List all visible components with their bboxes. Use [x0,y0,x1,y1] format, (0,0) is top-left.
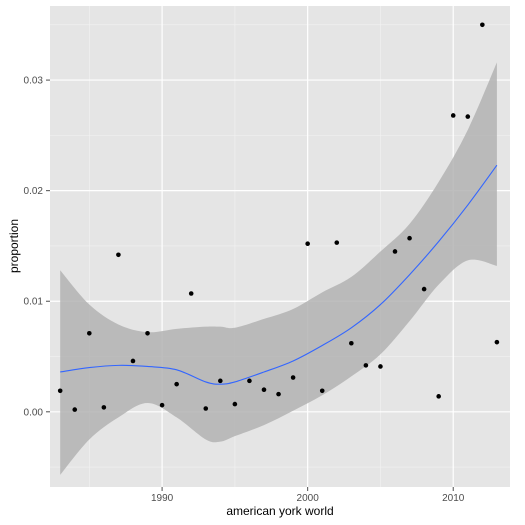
data-point [174,381,179,387]
data-point [392,249,398,254]
data-point [101,405,107,410]
data-point [159,402,165,408]
data-point [203,406,209,411]
data-point [334,240,340,245]
x-tick-label: 1990 [151,493,174,504]
data-point [116,252,121,258]
smooth-trend-line [60,164,498,385]
data-point [349,340,354,346]
data-point [407,235,412,241]
data-point [480,22,485,28]
x-tick-label: 2010 [442,493,465,504]
data-point [261,387,267,392]
data-points [57,22,500,412]
x-axis-title: american york world [226,504,333,518]
data-point [87,331,92,336]
x-axis-ticks: 1990 2000 2010 [151,487,465,504]
data-point [363,363,369,368]
y-tick-label: 0.00 [24,407,44,418]
data-point [218,378,223,384]
data-point [72,407,78,412]
confidence-ribbon [60,62,497,475]
data-point [436,394,441,399]
data-point [290,375,296,380]
data-point [232,401,238,407]
data-point [57,388,63,394]
data-point [188,291,194,296]
data-point [319,388,325,394]
data-point [130,358,136,364]
data-point [247,378,252,384]
y-tick-label: 0.02 [24,186,44,197]
y-tick-label: 0.01 [24,297,44,308]
data-point [494,339,500,345]
x-tick-label: 2000 [297,493,320,504]
y-axis-title: proportion [7,219,21,273]
data-point [305,241,310,247]
data-point [145,331,150,336]
minor-gridlines [50,6,510,487]
data-point [378,364,383,369]
y-tick-label: 0.03 [24,76,44,87]
data-point [465,114,471,119]
data-point [276,391,281,397]
y-axis-ticks: 0.00 0.01 0.02 0.03 [24,76,50,418]
data-point [421,286,427,292]
data-point [450,113,456,118]
